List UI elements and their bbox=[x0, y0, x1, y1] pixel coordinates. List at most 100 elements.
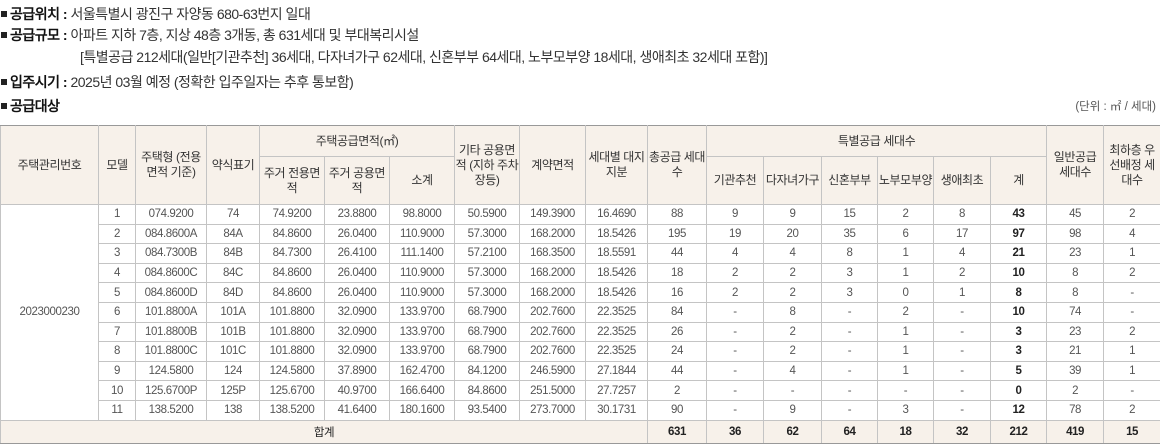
bullet-icon bbox=[1, 32, 7, 38]
table-cell: 4 bbox=[934, 244, 991, 264]
supply-table: 주택관리번호 모델 주택형 (전용면적 기준) 약식표기 주택공급면적(㎡) 기… bbox=[0, 125, 1160, 444]
bullet-icon bbox=[1, 11, 7, 17]
table-cell: - bbox=[707, 381, 764, 401]
header-elder-support: 노부모부양 bbox=[878, 157, 934, 205]
table-cell: 40.9700 bbox=[325, 381, 390, 401]
table-cell: 78 bbox=[1047, 400, 1104, 420]
table-cell: 125.6700 bbox=[260, 381, 325, 401]
table-cell: 2 bbox=[764, 342, 822, 362]
table-cell: 202.7600 bbox=[520, 342, 586, 362]
table-cell: 6 bbox=[878, 224, 934, 244]
table-cell: 149.3900 bbox=[520, 205, 586, 225]
table-cell: 2 bbox=[1047, 381, 1104, 401]
table-cell: 246.5900 bbox=[520, 361, 586, 381]
table-cell: 2 bbox=[1104, 205, 1160, 225]
table-cell: 50.5900 bbox=[455, 205, 520, 225]
total-cell: 36 bbox=[707, 420, 764, 443]
unit-note: (단위 : ㎡ / 세대) bbox=[1075, 98, 1156, 114]
table-cell: 1 bbox=[878, 342, 934, 362]
total-cell: 18 bbox=[878, 420, 934, 443]
table-cell: - bbox=[934, 381, 991, 401]
table-cell: - bbox=[1104, 381, 1160, 401]
table-cell: - bbox=[934, 342, 991, 362]
table-cell: 74 bbox=[207, 205, 260, 225]
supply-scale: 공급규모 : 아파트 지하 7층, 지상 48층 3개동, 총 631세대 및 … bbox=[0, 25, 419, 45]
table-cell: 22.3525 bbox=[586, 342, 648, 362]
table-cell: 084.8600A bbox=[136, 224, 207, 244]
table-cell: 1 bbox=[1104, 361, 1160, 381]
table-cell: 7 bbox=[99, 322, 136, 342]
header-abbr: 약식표기 bbox=[207, 126, 260, 205]
table-cell: 8 bbox=[1047, 263, 1104, 283]
table-cell: 124 bbox=[207, 361, 260, 381]
table-cell: - bbox=[707, 302, 764, 322]
table-cell: 68.7900 bbox=[455, 322, 520, 342]
table-cell: 2 bbox=[707, 263, 764, 283]
table-cell: 18 bbox=[648, 263, 707, 283]
table-cell: - bbox=[822, 400, 878, 420]
table-cell: 3 bbox=[99, 244, 136, 264]
table-cell: - bbox=[934, 400, 991, 420]
table-cell: 26.0400 bbox=[325, 263, 390, 283]
supply-scale-detail: [특별공급 212세대(일반[기관추천] 36세대, 다자녀가구 62세대, 신… bbox=[80, 47, 767, 67]
table-cell: 1 bbox=[1104, 342, 1160, 362]
table-cell: 1 bbox=[878, 263, 934, 283]
table-cell: 10 bbox=[99, 381, 136, 401]
table-cell: 4 bbox=[1104, 224, 1160, 244]
table-cell: - bbox=[707, 400, 764, 420]
table-cell: 124.5800 bbox=[260, 361, 325, 381]
table-cell: 44 bbox=[648, 244, 707, 264]
move-in-period: 입주시기 : 2025년 03월 예정 (정확한 입주일자는 추후 통보함) bbox=[0, 72, 353, 92]
table-cell: 5 bbox=[99, 283, 136, 303]
table-cell: 133.9700 bbox=[390, 342, 455, 362]
header-model: 모델 bbox=[99, 126, 136, 205]
table-cell: - bbox=[822, 302, 878, 322]
table-cell: 97 bbox=[991, 224, 1047, 244]
table-cell: 2 bbox=[934, 263, 991, 283]
table-cell: 166.6400 bbox=[390, 381, 455, 401]
table-cell: 22.3525 bbox=[586, 322, 648, 342]
table-cell: 84.8600 bbox=[260, 263, 325, 283]
header-special-sum: 계 bbox=[991, 157, 1047, 205]
table-cell: 124.5800 bbox=[136, 361, 207, 381]
table-cell: 57.3000 bbox=[455, 283, 520, 303]
table-cell: 84C bbox=[207, 263, 260, 283]
table-cell: 110.9000 bbox=[390, 283, 455, 303]
supply-location: 공급위치 : 서울특별시 광진구 자양동 680-63번지 일대 bbox=[0, 4, 310, 24]
table-cell: 84 bbox=[648, 302, 707, 322]
total-cell: 64 bbox=[822, 420, 878, 443]
header-mgmt-no: 주택관리번호 bbox=[1, 126, 99, 205]
table-cell: 2 bbox=[764, 263, 822, 283]
table-cell: 98 bbox=[1047, 224, 1104, 244]
table-cell: 9 bbox=[764, 400, 822, 420]
header-special: 특별공급 세대수 bbox=[707, 126, 1047, 157]
table-cell: 2 bbox=[648, 381, 707, 401]
table-cell: 2 bbox=[99, 224, 136, 244]
header-type: 주택형 (전용면적 기준) bbox=[136, 126, 207, 205]
header-exclusive: 주거 전용면적 bbox=[260, 157, 325, 205]
table-cell: 26.0400 bbox=[325, 224, 390, 244]
table-cell: 2 bbox=[707, 283, 764, 303]
table-cell: 5 bbox=[991, 361, 1047, 381]
table-cell: 21 bbox=[1047, 342, 1104, 362]
table-cell: 6 bbox=[99, 302, 136, 322]
total-cell: 419 bbox=[1047, 420, 1104, 443]
table-cell: 18.5426 bbox=[586, 283, 648, 303]
table-cell: 2 bbox=[878, 302, 934, 322]
table-cell: 11 bbox=[99, 400, 136, 420]
table-cell: 3 bbox=[991, 322, 1047, 342]
table-cell: 138.5200 bbox=[260, 400, 325, 420]
table-cell: 10 bbox=[991, 302, 1047, 322]
header-newlywed: 신혼부부 bbox=[822, 157, 878, 205]
bullet-icon bbox=[1, 103, 7, 109]
header-lowest-floor: 최하층 우선배정 세대수 bbox=[1104, 126, 1160, 205]
total-label: 합계 bbox=[1, 420, 648, 443]
table-cell: - bbox=[934, 322, 991, 342]
table-cell: 43 bbox=[991, 205, 1047, 225]
table-cell: - bbox=[764, 381, 822, 401]
